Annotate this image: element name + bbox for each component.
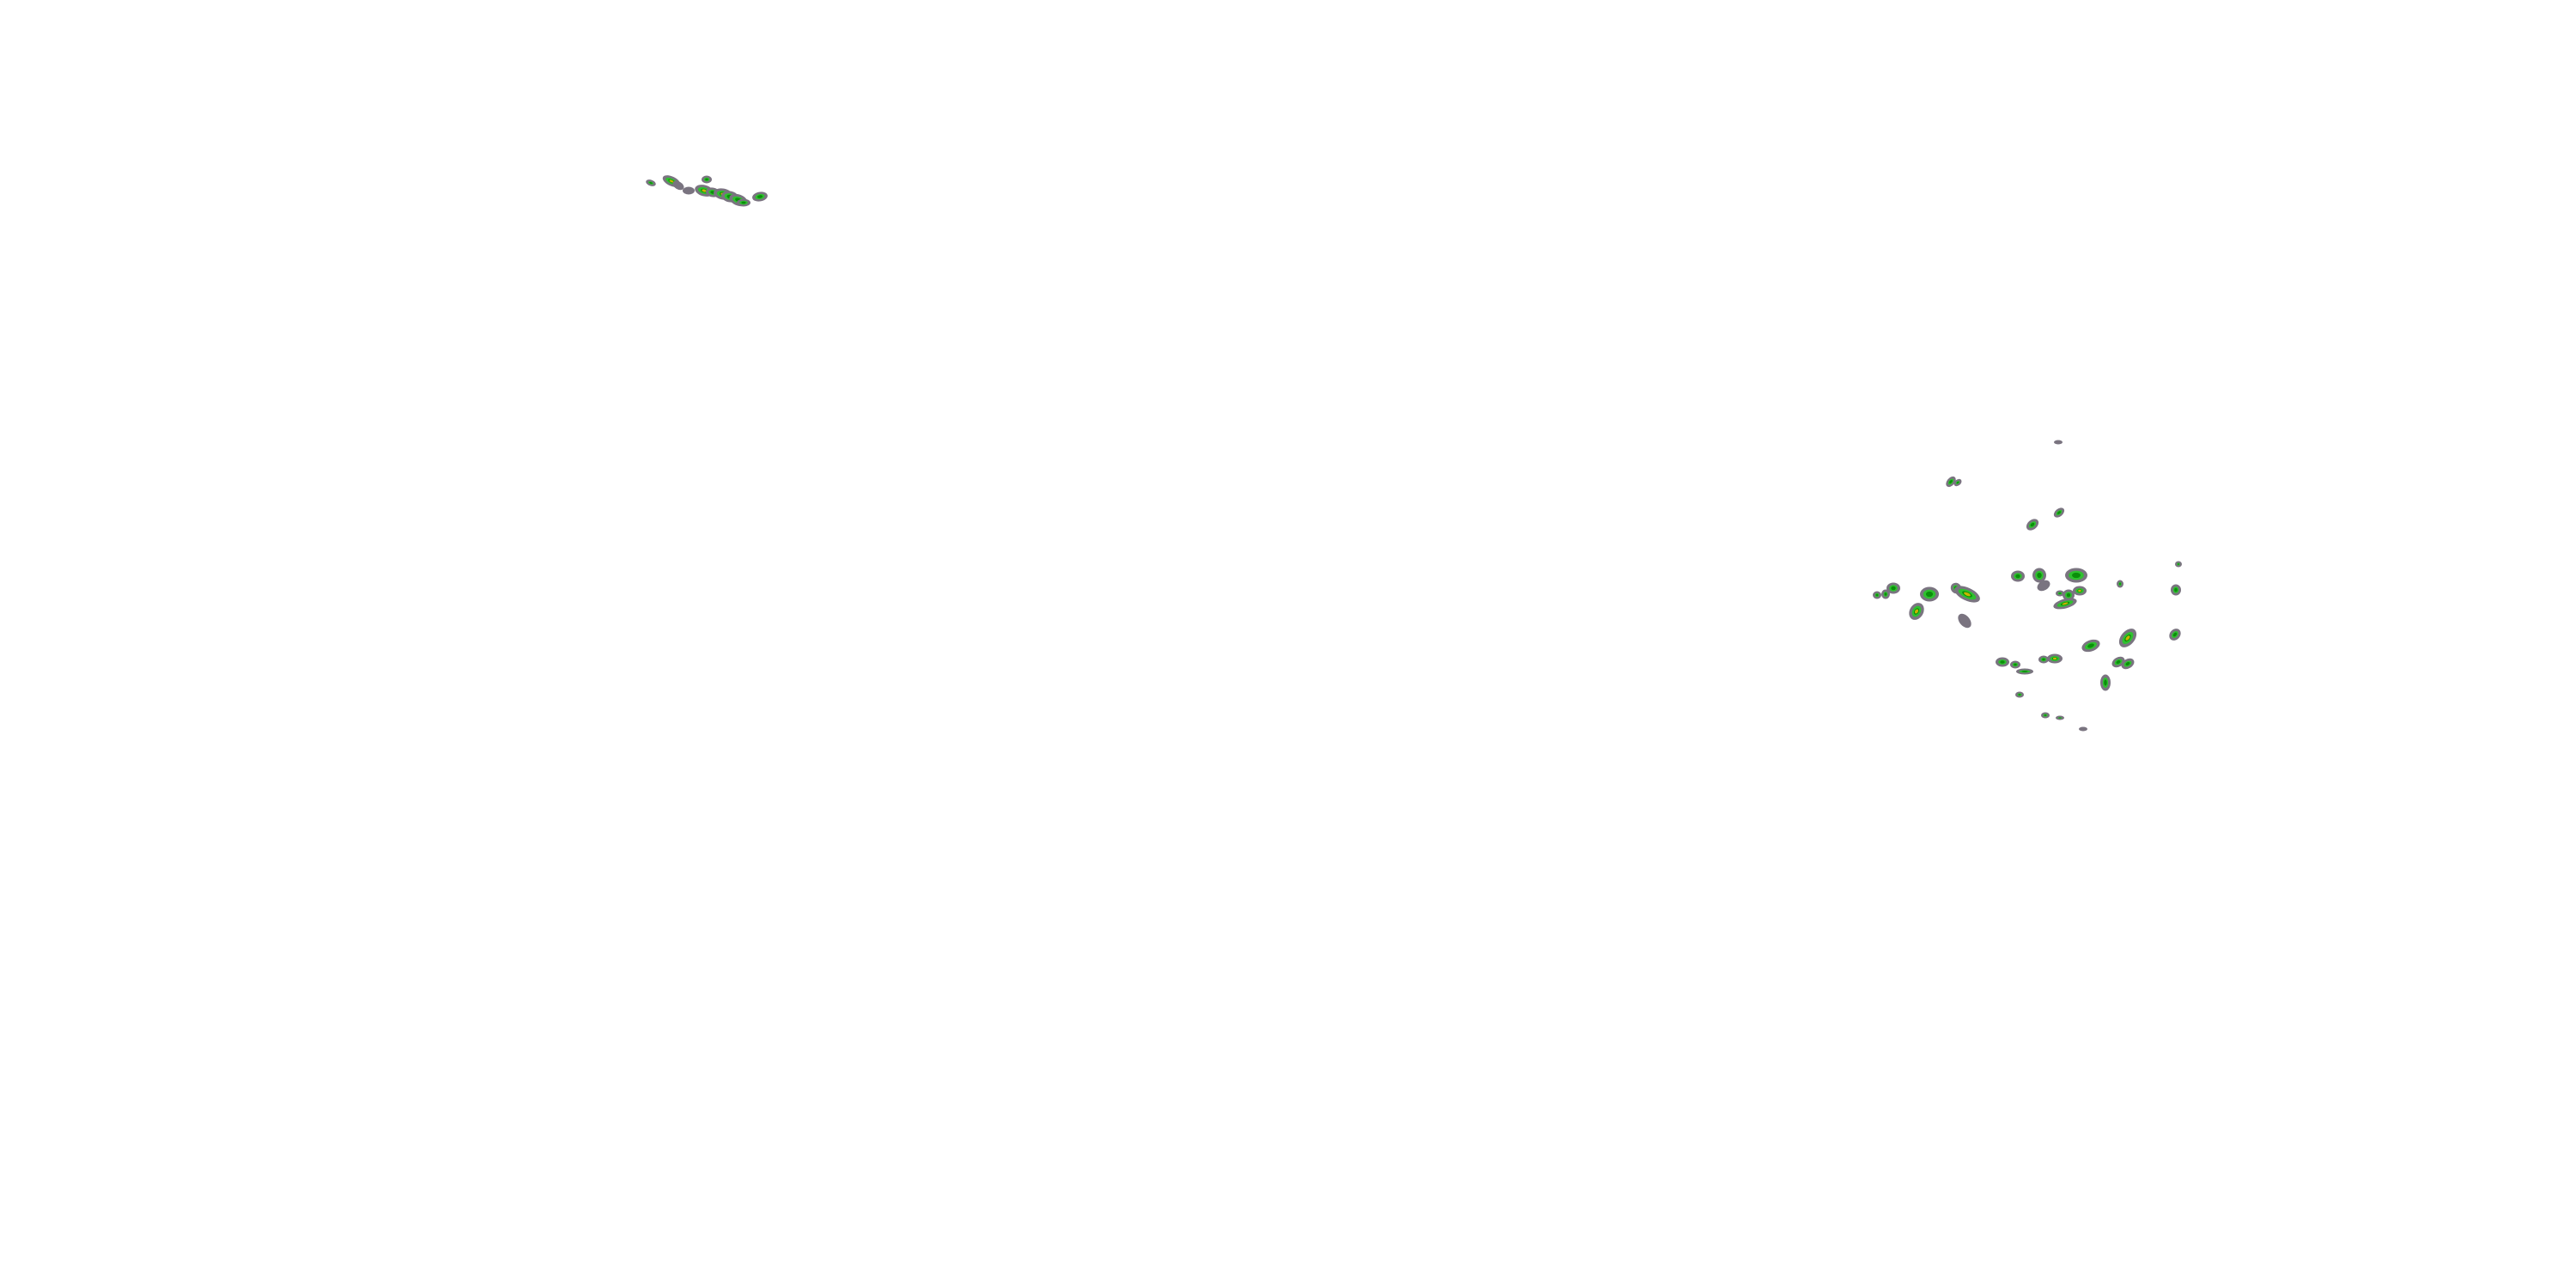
echo-shape xyxy=(1884,592,1887,596)
precipitation-cell xyxy=(2065,568,2087,583)
precipitation-cell xyxy=(1873,591,1881,599)
precipitation-cell xyxy=(1920,586,1939,602)
precipitation-cell xyxy=(2117,580,2123,588)
echo-shape xyxy=(1914,609,1919,614)
echo-shape xyxy=(2044,714,2047,716)
echo-shape xyxy=(2057,511,2061,514)
precipitation-cell xyxy=(2016,668,2033,675)
echo-shape xyxy=(702,189,707,192)
echo-shape xyxy=(2042,658,2045,661)
precipitation-cell xyxy=(2011,570,2025,582)
precipitation-cell xyxy=(672,180,684,191)
echo-shape xyxy=(1956,481,1959,484)
echo-shape xyxy=(683,186,695,195)
precipitation-cell xyxy=(2015,691,2024,698)
echo-shape xyxy=(2066,592,2071,598)
precipitation-cell xyxy=(2041,712,2050,719)
precipitation-cell xyxy=(2054,440,2063,445)
precipitation-cell xyxy=(2037,580,2050,592)
precipitation-cell xyxy=(683,186,695,195)
precipitation-cell xyxy=(2063,589,2075,601)
precipitation-cell xyxy=(2038,655,2049,664)
precipitation-cell xyxy=(702,175,712,184)
echo-shape xyxy=(2125,635,2130,641)
echo-shape xyxy=(2125,661,2130,666)
precipitation-cell xyxy=(2100,674,2111,691)
echo-shape xyxy=(2018,694,2021,696)
echo-shape xyxy=(2000,660,2005,664)
echo-shape xyxy=(1925,591,1934,598)
precipitation-cell xyxy=(2081,639,2100,653)
echo-shape xyxy=(649,181,653,185)
precipitation-cell xyxy=(1953,478,1962,487)
echo-shape xyxy=(2079,726,2087,732)
precipitation-cell xyxy=(1886,582,1900,594)
echo-shape xyxy=(2030,522,2035,527)
precipitation-cell xyxy=(1958,613,1971,629)
precipitation-cell xyxy=(2032,568,2046,583)
precipitation-cell xyxy=(2169,629,2181,641)
echo-shape xyxy=(2037,580,2050,592)
precipitation-cell xyxy=(2079,726,2087,732)
precipitation-cell xyxy=(1909,603,1924,620)
echo-shape xyxy=(2014,663,2017,666)
precipitation-cell xyxy=(1996,657,2009,667)
precipitation-cell xyxy=(2175,561,2182,568)
precipitation-cell xyxy=(2121,658,2135,670)
precipitation-cell xyxy=(2073,586,2087,596)
echo-shape xyxy=(1958,613,1971,629)
echo-shape xyxy=(2104,679,2107,686)
echo-shape xyxy=(2015,574,2020,579)
echo-shape xyxy=(1875,593,1879,597)
echo-shape xyxy=(2062,602,2069,605)
precipitation-cell xyxy=(2026,519,2039,531)
echo-shape xyxy=(2037,572,2042,579)
echo-shape xyxy=(2087,643,2094,648)
precipitation-cell xyxy=(2056,590,2064,597)
precipitation-cell xyxy=(646,179,656,186)
precipitation-cell xyxy=(2111,656,2125,668)
precipitation-cell xyxy=(2010,660,2020,669)
echo-shape xyxy=(669,179,674,183)
precipitation-cell xyxy=(2056,715,2064,720)
echo-shape xyxy=(705,178,708,181)
echo-shape xyxy=(2052,657,2057,660)
echo-shape xyxy=(2021,671,2028,672)
echo-shape xyxy=(2078,589,2081,592)
precipitation-cell xyxy=(1954,586,1980,603)
precipitation-cell xyxy=(2118,629,2137,647)
echo-shape xyxy=(1964,592,1971,597)
precipitation-cell xyxy=(2053,598,2077,610)
echo-shape xyxy=(2054,440,2063,445)
echo-shape xyxy=(2174,587,2178,592)
echo-shape xyxy=(2058,717,2062,719)
precipitation-cell xyxy=(2047,653,2063,664)
precipitation-cell xyxy=(1946,476,1956,488)
precipitation-cell xyxy=(2053,507,2065,518)
echo-shape xyxy=(756,195,763,198)
precipitation-cell xyxy=(737,198,750,207)
echo-shape xyxy=(2072,572,2081,579)
echo-shape xyxy=(672,180,684,191)
echo-shape xyxy=(2119,582,2121,586)
precipitation-cell xyxy=(1881,589,1890,599)
echo-shape xyxy=(2058,592,2062,594)
echo-shape xyxy=(2178,563,2179,565)
echo-shape xyxy=(2172,632,2178,637)
echo-shape xyxy=(1949,480,1953,483)
precipitation-cell xyxy=(752,191,768,202)
echo-shape xyxy=(1891,586,1896,591)
precipitation-cell xyxy=(2171,584,2181,596)
echo-shape xyxy=(741,201,746,204)
echo-shape xyxy=(2116,659,2121,665)
